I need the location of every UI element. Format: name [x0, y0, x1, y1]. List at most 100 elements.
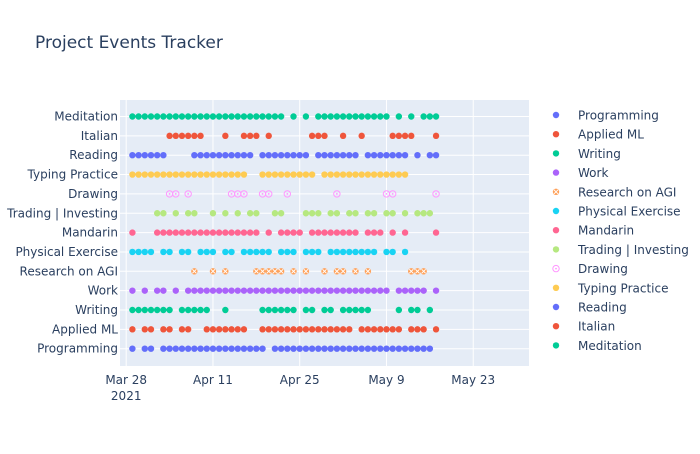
data-point	[215, 171, 223, 178]
data-point	[209, 229, 217, 236]
data-point	[197, 152, 204, 159]
data-point	[129, 152, 136, 159]
data-point	[389, 210, 396, 217]
legend-item: Mandarin	[552, 224, 634, 238]
data-point	[315, 229, 322, 236]
data-point	[308, 326, 316, 333]
data-point	[339, 171, 347, 178]
data-point	[203, 229, 210, 236]
data-point	[321, 306, 328, 314]
data-point	[129, 248, 136, 256]
data-point	[172, 190, 180, 198]
legend-marker-dot	[555, 267, 557, 270]
y-tick-label: Typing Practice	[27, 168, 118, 182]
data-point	[315, 210, 322, 217]
data-point	[408, 326, 415, 333]
data-point	[426, 306, 434, 314]
data-point	[302, 287, 310, 294]
data-point-mark	[334, 268, 340, 274]
data-point	[284, 345, 291, 352]
data-point	[321, 326, 328, 333]
data-point	[401, 229, 409, 236]
data-point	[284, 171, 291, 178]
data-point-mark	[272, 268, 278, 274]
data-point	[191, 229, 198, 236]
data-point-mark	[322, 268, 327, 274]
data-point	[308, 306, 316, 314]
data-point	[364, 326, 372, 333]
data-point	[197, 287, 204, 294]
data-point	[358, 287, 365, 294]
series-typing-practice	[129, 171, 409, 178]
legend-label: Drawing	[578, 262, 628, 276]
data-point	[191, 132, 198, 140]
y-tick-label: Applied ML	[52, 322, 118, 336]
data-point	[283, 190, 292, 198]
data-point	[209, 326, 217, 333]
data-point	[172, 171, 179, 178]
data-point	[147, 345, 155, 352]
data-point	[178, 171, 186, 178]
data-point	[234, 171, 241, 178]
legend-label: Research on AGI	[578, 185, 676, 199]
data-point	[346, 306, 353, 314]
data-point	[253, 345, 260, 352]
data-point	[401, 152, 409, 159]
data-point	[333, 190, 341, 198]
legend-label: Programming	[578, 109, 659, 123]
data-point	[414, 326, 421, 333]
data-point	[209, 152, 217, 159]
data-point	[308, 229, 316, 236]
data-point	[222, 132, 229, 140]
series-drawing	[165, 190, 440, 198]
data-point	[178, 345, 186, 352]
data-point	[253, 210, 260, 217]
data-point	[284, 287, 291, 294]
data-point	[184, 229, 192, 236]
data-point	[259, 287, 266, 294]
data-point	[184, 171, 192, 178]
legend-marker	[552, 303, 560, 311]
data-point	[172, 287, 179, 294]
data-point	[215, 345, 223, 352]
data-point	[321, 113, 328, 120]
data-point	[197, 229, 204, 236]
data-point	[277, 113, 285, 120]
data-point	[327, 248, 334, 256]
series-reading	[129, 152, 440, 159]
data-point	[259, 248, 266, 256]
data-point	[153, 152, 161, 159]
data-point	[401, 171, 409, 178]
data-point	[135, 248, 142, 256]
y-tick-label: Drawing	[68, 187, 118, 201]
data-point	[209, 345, 217, 352]
legend-item: Programming	[552, 109, 659, 123]
data-point	[308, 210, 316, 217]
legend-marker	[552, 169, 560, 176]
data-point	[370, 229, 378, 236]
data-point	[234, 210, 241, 217]
data-point	[271, 113, 279, 120]
data-point	[234, 287, 241, 294]
series-research-on-agi	[191, 268, 427, 275]
data-point	[253, 248, 260, 256]
legend-item: Trading | Investing	[552, 243, 689, 257]
data-point	[401, 287, 409, 294]
data-point	[259, 171, 266, 178]
data-point	[153, 171, 161, 178]
data-point-dot	[187, 193, 190, 195]
data-point-mark	[266, 268, 272, 274]
data-point	[153, 287, 161, 294]
data-point	[141, 248, 148, 256]
data-point	[414, 210, 421, 217]
data-point	[160, 345, 167, 352]
data-point	[246, 210, 254, 217]
data-point	[271, 287, 279, 294]
data-point	[184, 287, 192, 294]
data-point	[271, 210, 279, 217]
data-point	[271, 171, 279, 178]
series-programming	[129, 345, 434, 352]
data-point	[315, 345, 322, 352]
data-point	[265, 190, 273, 198]
data-point	[358, 326, 365, 333]
